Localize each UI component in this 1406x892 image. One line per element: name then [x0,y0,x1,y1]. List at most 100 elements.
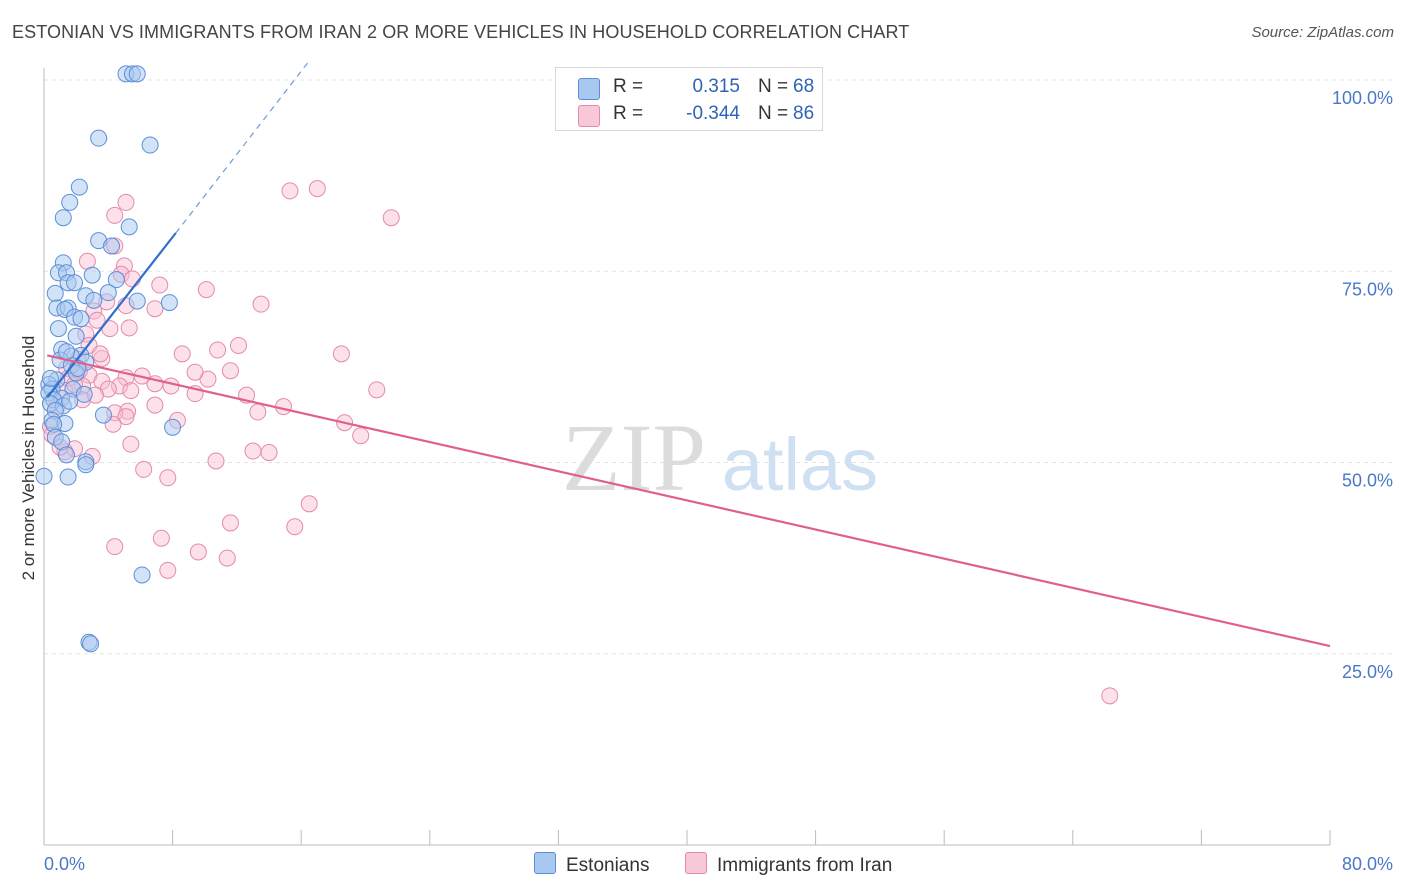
pink-point [123,270,141,288]
r-value: -0.344 [686,103,740,124]
blue-point [72,310,90,328]
pink-point [332,345,350,363]
blue-point [82,635,100,653]
blue-swatch [534,852,556,874]
pink-point [207,452,225,470]
pink-point [122,382,140,400]
n-value: 68 [793,76,815,97]
pink-point [122,435,140,453]
pink-point [218,549,236,567]
pink-point [189,543,207,561]
grid-lines [44,79,1395,655]
blue-point [67,327,85,345]
pink-series-points [41,180,1119,705]
y-tick-label: 100.0% [1332,88,1393,108]
blue-point [99,284,117,302]
x-tick-label: 0.0% [44,854,85,874]
pink-swatch [685,852,707,874]
blue-point [61,392,79,410]
n-label: N = [758,76,789,97]
blue-point [70,178,88,196]
pink-point [106,206,124,224]
pink-point [111,377,129,395]
pink-point [249,403,267,421]
r-label: R = [613,76,644,97]
axes [43,68,1331,846]
y-tick-label: 25.0% [1342,662,1393,682]
pink-point [197,281,215,299]
r-label: R = [613,103,644,124]
pink-point [221,362,239,380]
blue-point [160,294,178,312]
legend-label: Estonians [566,855,650,876]
blue-point [90,129,108,147]
blue-point [58,343,76,361]
pink-point [368,381,386,399]
trend-lines [46,60,1331,648]
blue-point [61,193,79,211]
pink-point [286,518,304,536]
pink-point [146,300,164,318]
blue-point [133,566,151,584]
blue-series-points [35,65,182,653]
pink-point [120,319,138,337]
blue-swatch [578,78,600,100]
blue-point [103,237,121,255]
r-value: 0.315 [692,76,740,97]
blue-point [59,468,77,486]
blue-point [75,385,93,403]
pink-point [91,345,109,363]
blue-point [164,418,182,436]
pink-point [173,345,191,363]
n-value: 86 [793,103,815,124]
blue-point [46,284,64,302]
pink-point [146,396,164,414]
watermark-atlas: atlas [722,423,878,506]
legend-item-iran[interactable]: Immigrants from Iran [685,852,892,877]
pink-point [151,276,169,294]
pink-point [209,341,227,359]
watermark: ZIP atlas [562,404,878,511]
legend-item-estonians[interactable]: Estonians [534,852,649,877]
pink-point [244,442,262,460]
blue-trend-extension [175,60,310,234]
pink-point [300,495,318,513]
blue-point [49,320,67,338]
pink-point [252,295,270,313]
pink-point [152,529,170,547]
blue-point [94,406,112,424]
blue-point [66,274,84,292]
correlation-legend: R = 0.315 N = 68 R = -0.344 N = 86 [555,67,823,131]
n-label: N = [758,103,789,124]
pink-point [221,514,239,532]
pink-trend-line [46,354,1331,648]
pink-point [162,377,180,395]
blue-point [85,291,103,309]
pink-point [117,408,135,426]
blue-point [107,271,125,289]
blue-trend-line [46,232,177,399]
pink-point [117,193,135,211]
pink-point [135,460,153,478]
pink-point [186,363,204,381]
blue-point [128,292,146,310]
pink-point [352,427,370,445]
pink-point [230,336,248,354]
blue-point [83,266,101,284]
blue-point [58,446,76,464]
pink-point [1101,687,1119,705]
blue-point [141,136,159,154]
pink-point [281,182,299,200]
pink-point [159,561,177,579]
pink-point [260,444,278,462]
y-tick-label: 75.0% [1342,279,1393,299]
pink-point [159,469,177,487]
pink-point [382,209,400,227]
pink-point [106,538,124,556]
blue-point [54,209,72,227]
watermark-zip: ZIP [562,404,706,511]
blue-point [120,218,138,236]
legend-label: Immigrants from Iran [717,855,893,876]
chart-title: ESTONIAN VS IMMIGRANTS FROM IRAN 2 OR MO… [12,22,910,42]
blue-point [128,65,146,83]
